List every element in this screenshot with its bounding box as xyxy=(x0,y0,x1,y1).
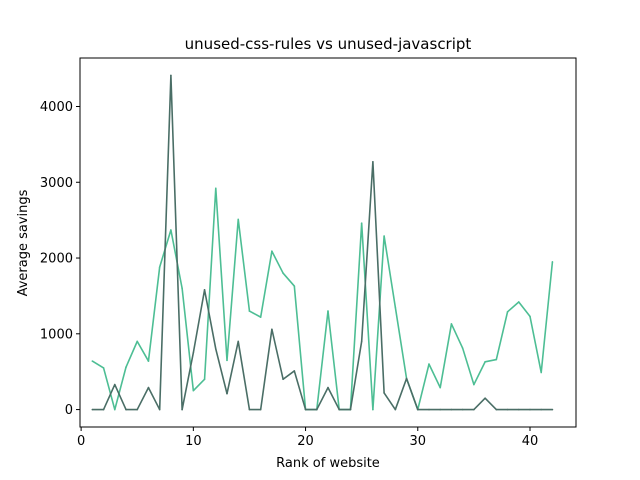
series-2-point xyxy=(158,408,161,411)
series-1-point xyxy=(394,306,397,309)
series-2-point xyxy=(113,383,116,386)
series-2-point xyxy=(315,408,318,411)
y-tick-label: 1000 xyxy=(40,327,73,342)
plot-frame xyxy=(79,57,577,428)
series-line-1 xyxy=(91,187,554,411)
y-tick-label: 4000 xyxy=(40,100,73,115)
series-1-point xyxy=(181,287,183,290)
series-2-point xyxy=(125,408,127,411)
series-2-point xyxy=(529,408,531,411)
series-1-point xyxy=(237,218,240,221)
series-2-point xyxy=(147,386,150,389)
series-layer xyxy=(91,74,554,411)
series-1-point xyxy=(439,386,442,389)
series-1-point xyxy=(102,367,105,369)
x-tick-label: 0 xyxy=(77,434,85,449)
series-1-point xyxy=(540,371,543,374)
series-1-point xyxy=(484,361,486,363)
series-1-point xyxy=(461,347,464,350)
series-1-point xyxy=(248,310,251,312)
y-axis: 0 1000 2000 3000 4000 xyxy=(40,100,80,418)
series-1-point xyxy=(428,363,430,365)
series-1-point xyxy=(136,340,139,343)
series-1-point xyxy=(506,311,509,313)
x-tick-label: 30 xyxy=(410,434,427,449)
series-2-point xyxy=(136,408,139,411)
series-1-point xyxy=(259,316,262,318)
series-2-point xyxy=(372,161,374,163)
series-2-point xyxy=(214,348,217,350)
series-1-point xyxy=(473,383,475,386)
series-1-point xyxy=(158,266,161,268)
series-1-point xyxy=(517,301,520,303)
series-2-point xyxy=(304,408,307,411)
series-2-point xyxy=(551,408,554,411)
series-2-point xyxy=(360,340,363,343)
x-tick-label: 40 xyxy=(522,434,539,449)
series-2-point xyxy=(327,386,329,389)
series-1-point xyxy=(125,366,127,368)
series-2-point xyxy=(495,408,498,411)
series-2-point xyxy=(439,408,442,411)
series-1-point xyxy=(113,408,116,411)
x-axis-label: Rank of website xyxy=(276,456,380,471)
series-2-point xyxy=(338,408,341,411)
series-2-point xyxy=(226,392,228,395)
series-1-point xyxy=(271,250,273,253)
series-2-point xyxy=(540,408,543,411)
series-1-point xyxy=(327,310,329,312)
series-2-point xyxy=(170,74,172,77)
series-1-point xyxy=(529,315,531,318)
series-2-point xyxy=(259,408,262,411)
series-1-point xyxy=(91,360,94,362)
series-2-point xyxy=(517,408,520,411)
y-tick-label: 0 xyxy=(65,403,73,418)
series-2-point xyxy=(181,408,183,411)
x-tick-label: 20 xyxy=(297,434,314,449)
series-2-point xyxy=(237,340,240,343)
series-1-point xyxy=(170,229,172,231)
series-1-point xyxy=(147,360,150,362)
y-tick-label: 2000 xyxy=(40,252,73,267)
y-axis-label: Average savings xyxy=(16,189,31,296)
series-2-point xyxy=(248,408,251,411)
series-2-point xyxy=(271,328,273,331)
series-2-point xyxy=(484,397,486,400)
series-1-point xyxy=(203,378,206,381)
series-1-point xyxy=(372,408,374,411)
series-1-point xyxy=(360,222,363,224)
series-1-point xyxy=(495,358,498,361)
series-1-point xyxy=(383,235,385,237)
series-1-point xyxy=(293,285,296,287)
x-axis: 0 10 20 30 40 xyxy=(77,427,538,449)
series-2-point xyxy=(349,408,352,411)
series-2-point xyxy=(450,408,453,411)
series-2-point xyxy=(102,408,105,411)
series-1-point xyxy=(192,389,195,392)
series-1-point xyxy=(450,323,453,325)
series-2-point xyxy=(394,408,397,411)
series-2-point xyxy=(203,289,206,291)
y-tick-label: 3000 xyxy=(40,176,73,191)
chart-title: unused-css-rules vs unused-javascript xyxy=(185,35,472,53)
series-2-point xyxy=(383,392,385,394)
series-2-point xyxy=(405,377,408,380)
series-2-point xyxy=(293,370,296,372)
series-2-point xyxy=(192,351,195,354)
series-2-point xyxy=(416,408,419,411)
series-1-point xyxy=(214,187,217,190)
series-1-point xyxy=(551,261,554,263)
series-2-point xyxy=(473,408,475,411)
series-2-point xyxy=(461,408,464,411)
series-2-point xyxy=(282,378,284,381)
series-line-2 xyxy=(92,74,553,411)
series-2-point xyxy=(91,408,94,411)
series-2-point xyxy=(506,408,509,411)
x-tick-label: 10 xyxy=(185,434,202,449)
series-2-point xyxy=(428,408,430,411)
series-1-point xyxy=(226,359,228,362)
series-1-point xyxy=(282,272,284,274)
